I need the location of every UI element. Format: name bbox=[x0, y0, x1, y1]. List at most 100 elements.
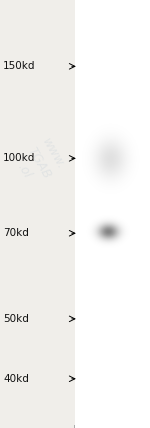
Bar bbox=[75, 425, 150, 427]
Bar bbox=[75, 425, 150, 427]
Bar bbox=[75, 425, 150, 427]
Bar bbox=[75, 425, 150, 427]
Bar bbox=[75, 426, 150, 428]
Bar bbox=[75, 426, 150, 428]
Bar bbox=[75, 425, 150, 427]
Bar bbox=[75, 426, 150, 428]
Bar bbox=[75, 426, 150, 428]
Bar bbox=[75, 426, 150, 428]
Bar bbox=[75, 425, 150, 427]
Bar bbox=[75, 425, 150, 427]
Bar bbox=[75, 426, 150, 428]
Bar bbox=[75, 426, 150, 428]
Bar bbox=[75, 426, 150, 428]
Bar bbox=[75, 425, 150, 427]
Bar bbox=[75, 426, 150, 428]
Bar bbox=[75, 425, 150, 427]
Bar bbox=[75, 425, 150, 427]
Bar bbox=[75, 425, 150, 427]
Bar bbox=[75, 425, 150, 427]
Bar bbox=[75, 425, 150, 427]
Bar bbox=[75, 425, 150, 427]
Bar bbox=[75, 425, 150, 427]
Bar bbox=[75, 426, 150, 428]
Bar bbox=[75, 426, 150, 428]
Bar bbox=[75, 425, 150, 427]
Bar bbox=[75, 425, 150, 427]
Bar bbox=[75, 426, 150, 428]
Bar bbox=[75, 425, 150, 427]
Bar bbox=[75, 426, 150, 428]
Bar bbox=[75, 425, 150, 427]
Bar bbox=[75, 425, 150, 427]
Bar bbox=[75, 426, 150, 428]
Bar bbox=[75, 426, 150, 428]
Bar bbox=[75, 426, 150, 428]
Bar bbox=[75, 426, 150, 428]
Bar bbox=[75, 425, 150, 427]
Bar bbox=[75, 425, 150, 427]
Text: 70kd: 70kd bbox=[3, 228, 29, 238]
Bar bbox=[75, 425, 150, 427]
Bar bbox=[75, 425, 150, 427]
Bar bbox=[75, 425, 150, 427]
Bar bbox=[75, 425, 150, 427]
Bar bbox=[75, 425, 150, 427]
Bar bbox=[75, 425, 150, 427]
Bar bbox=[75, 426, 150, 428]
Bar bbox=[75, 425, 150, 427]
Bar bbox=[75, 426, 150, 428]
Bar bbox=[75, 425, 150, 427]
Bar bbox=[75, 425, 150, 427]
Bar bbox=[75, 425, 150, 427]
Bar bbox=[75, 426, 150, 428]
Bar bbox=[75, 425, 150, 427]
Bar bbox=[75, 425, 150, 427]
Bar bbox=[75, 426, 150, 428]
Bar bbox=[75, 426, 150, 428]
Bar bbox=[75, 425, 150, 427]
Bar bbox=[75, 426, 150, 428]
Bar bbox=[75, 425, 150, 427]
Bar bbox=[75, 426, 150, 428]
Bar bbox=[75, 425, 150, 427]
Bar bbox=[75, 425, 150, 427]
Bar bbox=[75, 425, 150, 427]
Bar bbox=[75, 425, 150, 427]
Bar bbox=[75, 425, 150, 427]
Text: 100kd: 100kd bbox=[3, 153, 35, 163]
Bar bbox=[75, 426, 150, 428]
Bar bbox=[75, 426, 150, 428]
Bar bbox=[75, 425, 150, 427]
Bar bbox=[75, 425, 150, 427]
Bar bbox=[75, 426, 150, 428]
Bar bbox=[75, 426, 150, 428]
Bar bbox=[75, 425, 150, 427]
Bar bbox=[75, 425, 150, 427]
Bar bbox=[75, 426, 150, 428]
Bar bbox=[75, 425, 150, 427]
Bar bbox=[75, 426, 150, 428]
Bar bbox=[75, 426, 150, 428]
Bar bbox=[75, 425, 150, 427]
Bar bbox=[75, 425, 150, 427]
Bar bbox=[75, 425, 150, 427]
Bar bbox=[75, 426, 150, 428]
Bar bbox=[75, 426, 150, 428]
Bar bbox=[75, 425, 150, 427]
Bar bbox=[75, 426, 150, 428]
Bar bbox=[75, 425, 150, 427]
Bar bbox=[75, 426, 150, 428]
Bar bbox=[75, 426, 150, 428]
Bar bbox=[75, 426, 150, 428]
Bar bbox=[75, 425, 150, 427]
Bar bbox=[75, 426, 150, 428]
Bar bbox=[75, 425, 150, 427]
Text: www.
TGAB
.ol: www. TGAB .ol bbox=[10, 136, 68, 189]
Bar bbox=[75, 426, 150, 428]
Bar bbox=[75, 425, 150, 427]
Bar bbox=[75, 426, 150, 428]
Bar bbox=[75, 425, 150, 427]
Bar bbox=[75, 425, 150, 427]
Bar bbox=[75, 426, 150, 428]
